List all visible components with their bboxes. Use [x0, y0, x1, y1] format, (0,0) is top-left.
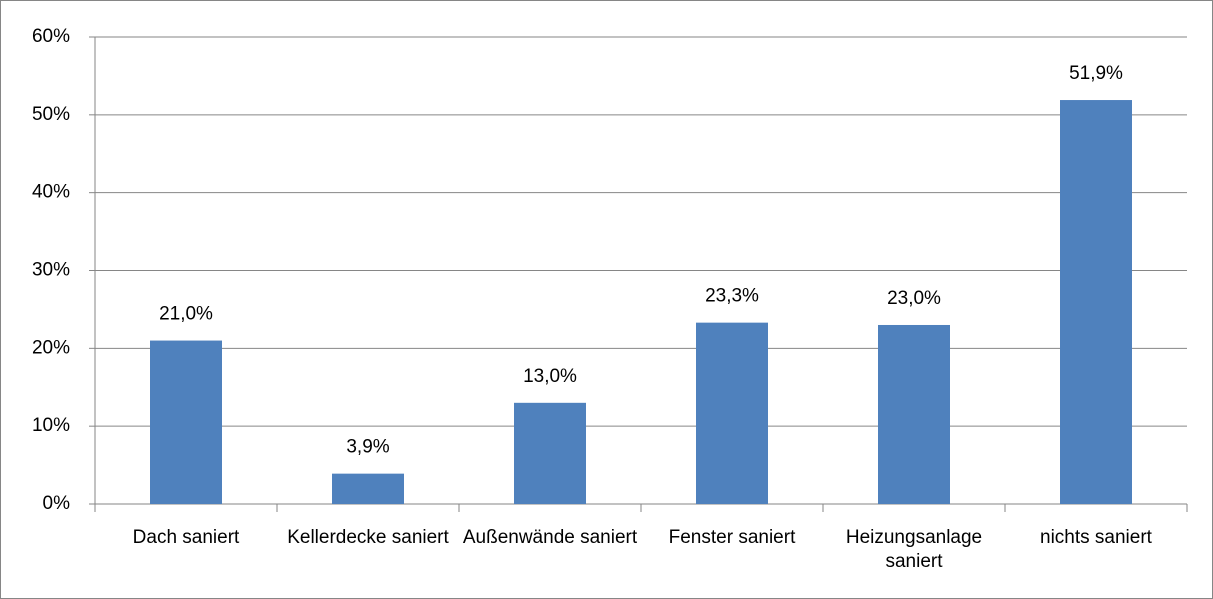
x-tick-label: Fenster saniert — [668, 527, 796, 548]
value-label: 23,3% — [705, 286, 759, 307]
value-label: 21,0% — [159, 304, 213, 325]
y-tick-label: 0% — [43, 493, 71, 514]
value-label: 3,9% — [346, 437, 389, 458]
bar — [514, 402, 586, 504]
y-tick-label: 10% — [32, 415, 70, 436]
y-tick-label: 60% — [32, 26, 70, 47]
bar — [696, 322, 768, 504]
value-label: 13,0% — [523, 366, 577, 387]
y-tick-label: 40% — [32, 182, 70, 203]
value-label: 23,0% — [887, 288, 941, 309]
x-tick-label: nichts saniert — [1040, 527, 1152, 548]
y-tick-label: 20% — [32, 337, 70, 358]
y-tick-label: 30% — [32, 260, 70, 281]
bar — [332, 473, 404, 504]
x-tick-label: Kellerdecke saniert — [287, 527, 449, 548]
x-tick-label: Außenwände saniert — [462, 527, 638, 548]
x-tick-label: Dach saniert — [132, 527, 240, 548]
bar — [878, 324, 950, 504]
bar — [1060, 100, 1132, 505]
y-tick-label: 50% — [32, 104, 70, 125]
x-tick-label: Heizungsanlage saniert — [845, 527, 983, 572]
value-label: 51,9% — [1069, 63, 1123, 84]
bar — [150, 340, 222, 504]
